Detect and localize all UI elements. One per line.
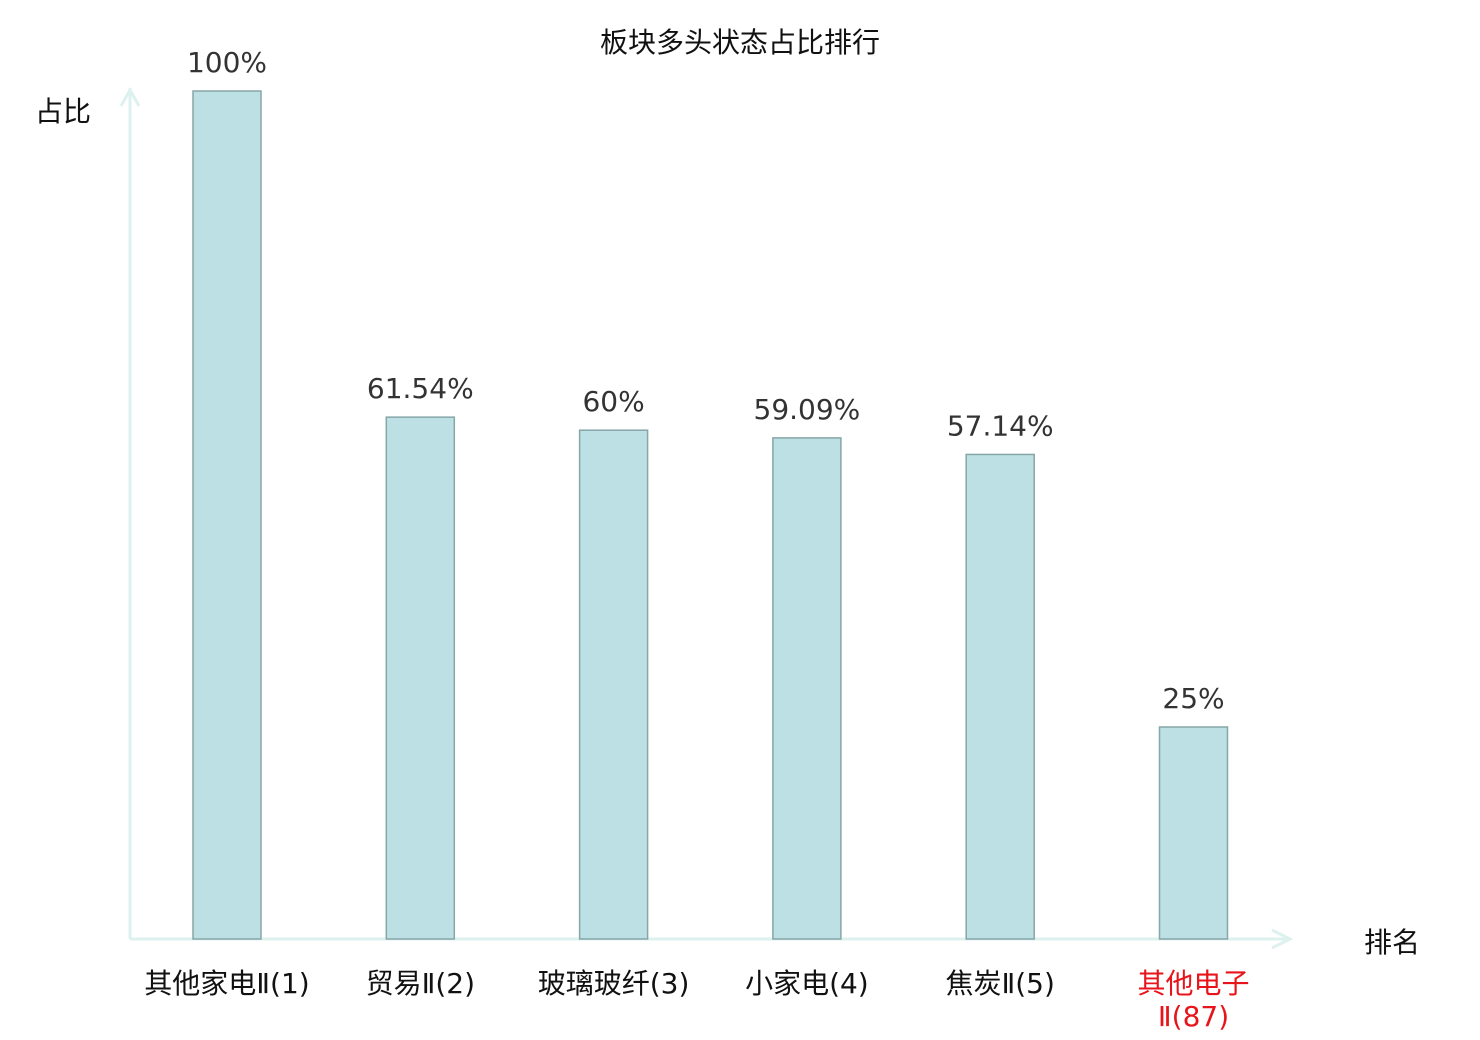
axes bbox=[119, 86, 1294, 950]
x-tick-label: 其他电子 Ⅱ(87) bbox=[1137, 967, 1249, 1033]
bar bbox=[192, 90, 262, 940]
x-axis-label: 排名 bbox=[1364, 926, 1420, 959]
x-tick-label: 其他家电Ⅱ(1) bbox=[144, 967, 309, 1000]
bar bbox=[1158, 726, 1229, 940]
bar bbox=[578, 429, 649, 940]
data-label: 61.54% bbox=[367, 372, 474, 405]
y-axis-arrow-icon bbox=[119, 86, 141, 107]
data-label: 59.09% bbox=[754, 393, 861, 426]
bars: 100% 其他家电Ⅱ(1) 61.54% 贸易Ⅱ(2) 60% 玻璃玻纤(3) 59.09%… bbox=[144, 46, 1249, 1033]
data-label: 57.14% bbox=[947, 409, 1054, 442]
x-tick-label: 焦炭Ⅱ(5) bbox=[945, 967, 1054, 1000]
bar bbox=[965, 453, 1035, 940]
x-axis-arrow-icon bbox=[1271, 928, 1294, 950]
data-label: 25% bbox=[1162, 682, 1224, 715]
x-tick-label: 小家电(4) bbox=[745, 967, 869, 1000]
bar bbox=[385, 416, 456, 940]
x-tick-label: 玻璃玻纤(3) bbox=[538, 967, 690, 1000]
bar bbox=[772, 437, 842, 940]
data-label: 100% bbox=[187, 46, 267, 79]
x-tick-label: 贸易Ⅱ(2) bbox=[366, 967, 475, 1000]
data-label: 60% bbox=[582, 385, 644, 418]
y-axis-label: 占比 bbox=[35, 95, 91, 128]
chart-title: 板块多头状态占比排行 bbox=[600, 26, 880, 59]
